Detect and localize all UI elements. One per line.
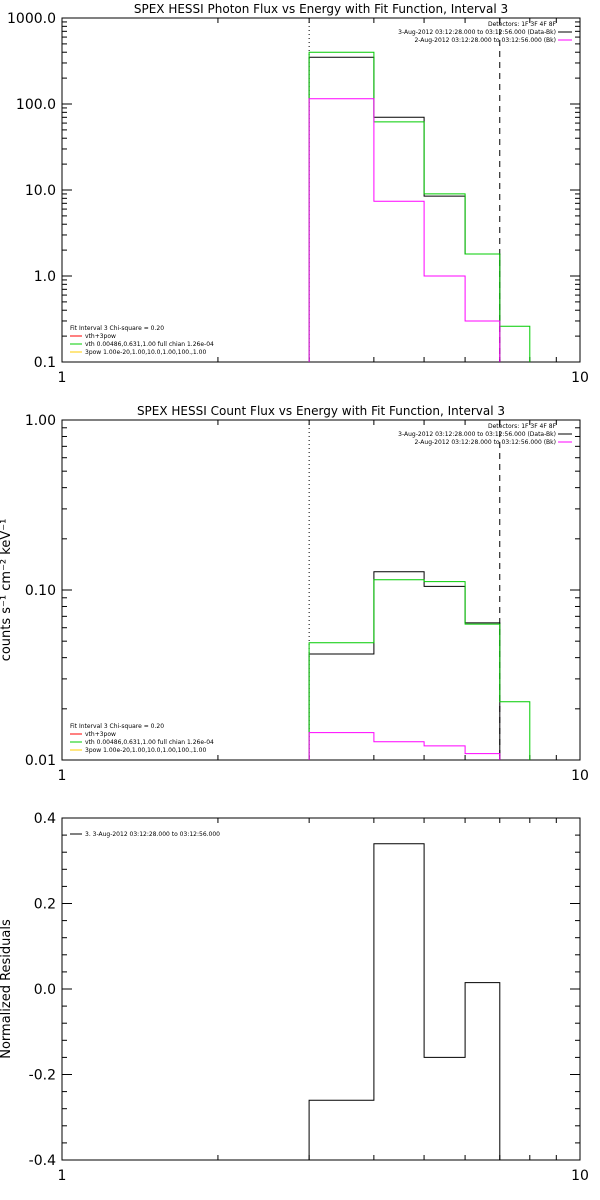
chart-panel-1: SPEX HESSI Photon Flux vs Energy with Fi… <box>7 2 589 386</box>
legend-text: Detectors: 1F 3F 4F 8F <box>488 21 557 28</box>
legend-text: 3-Aug-2012 03:12:28.000 to 03:12:56.000 … <box>398 431 556 438</box>
y-tick-label: 0.4 <box>34 811 56 827</box>
plot-frame <box>61 817 581 1161</box>
y-tick-label: 1000.0 <box>7 11 56 27</box>
x-tick-label: 10 <box>571 768 589 784</box>
plot-frame <box>61 17 581 363</box>
chart-panel-3: Normalized Residuals 1 10 -0.4 -0.2 0.0 0.2 0.4… <box>0 811 589 1184</box>
legend-text: vth+3pow <box>85 333 116 340</box>
series-line-2 <box>308 579 531 760</box>
y-tick-label: 0.10 <box>25 583 56 599</box>
y-tick-label: 0.01 <box>25 753 56 769</box>
series-line-1 <box>308 56 501 362</box>
y-tick-label: 1.00 <box>25 413 56 429</box>
legend-text: 2-Aug-2012 03:12:28.000 to 03:12:56.000 … <box>414 439 556 446</box>
series-line-2 <box>308 51 531 362</box>
plot-frame <box>61 419 581 761</box>
legend-text: 3-Aug-2012 03:12:28.000 to 03:12:56.000 … <box>398 29 556 36</box>
x-tick-label: 1 <box>58 370 67 386</box>
chart-title: SPEX HESSI Photon Flux vs Energy with Fi… <box>134 2 508 16</box>
y-tick-label: 10.0 <box>25 183 56 199</box>
x-tick-label: 1 <box>58 768 67 784</box>
legend-text: vth+3pow <box>85 731 116 738</box>
series-line-1 <box>308 571 501 760</box>
y-tick-label: -0.4 <box>29 1153 56 1169</box>
legend-text: 3. 3-Aug-2012 03:12:28.000 to 03:12:56.0… <box>85 831 220 838</box>
series-line-3 <box>308 732 501 760</box>
legend-text: Fit Interval 3 Chi-square = 0.20 <box>70 723 164 730</box>
series-line-3 <box>308 98 501 362</box>
y-tick-label: 0.0 <box>34 982 56 998</box>
y-axis-label: counts s⁻¹ cm⁻² keV⁻¹ <box>0 519 14 662</box>
legend-text: 2-Aug-2012 03:12:28.000 to 03:12:56.000 … <box>414 37 556 44</box>
x-tick-label: 10 <box>571 370 589 386</box>
x-tick-label: 10 <box>571 1168 589 1184</box>
legend-text: Detectors: 1F 3F 4F 8F <box>488 423 557 430</box>
y-tick-label: 0.2 <box>34 897 56 913</box>
legend-text: vth 0.00486,0.631,1.00 full chian 1.26e-… <box>85 739 214 746</box>
legend-text: Fit Interval 3 Chi-square = 0.20 <box>70 325 164 332</box>
y-tick-label: 1.0 <box>34 269 56 285</box>
y-tick-label: -0.2 <box>29 1068 56 1084</box>
y-axis-label: Normalized Residuals <box>0 919 14 1059</box>
y-tick-label: 0.1 <box>34 355 56 371</box>
legend-text: vth 0.00486,0.631,1.00 full chian 1.26e-… <box>85 341 214 348</box>
chart-panel-2: SPEX HESSI Count Flux vs Energy with Fit… <box>0 404 589 784</box>
x-tick-label: 1 <box>58 1168 67 1184</box>
legend-text: 3pow 1.00e-20,1.00,10.0,1.00,100.,1.00 <box>85 747 206 754</box>
chart-title: SPEX HESSI Count Flux vs Energy with Fit… <box>137 404 505 418</box>
legend-text: 3pow 1.00e-20,1.00,10.0,1.00,100.,1.00 <box>85 349 206 356</box>
y-tick-label: 100.0 <box>16 97 56 113</box>
series-line-1 <box>308 843 501 1160</box>
